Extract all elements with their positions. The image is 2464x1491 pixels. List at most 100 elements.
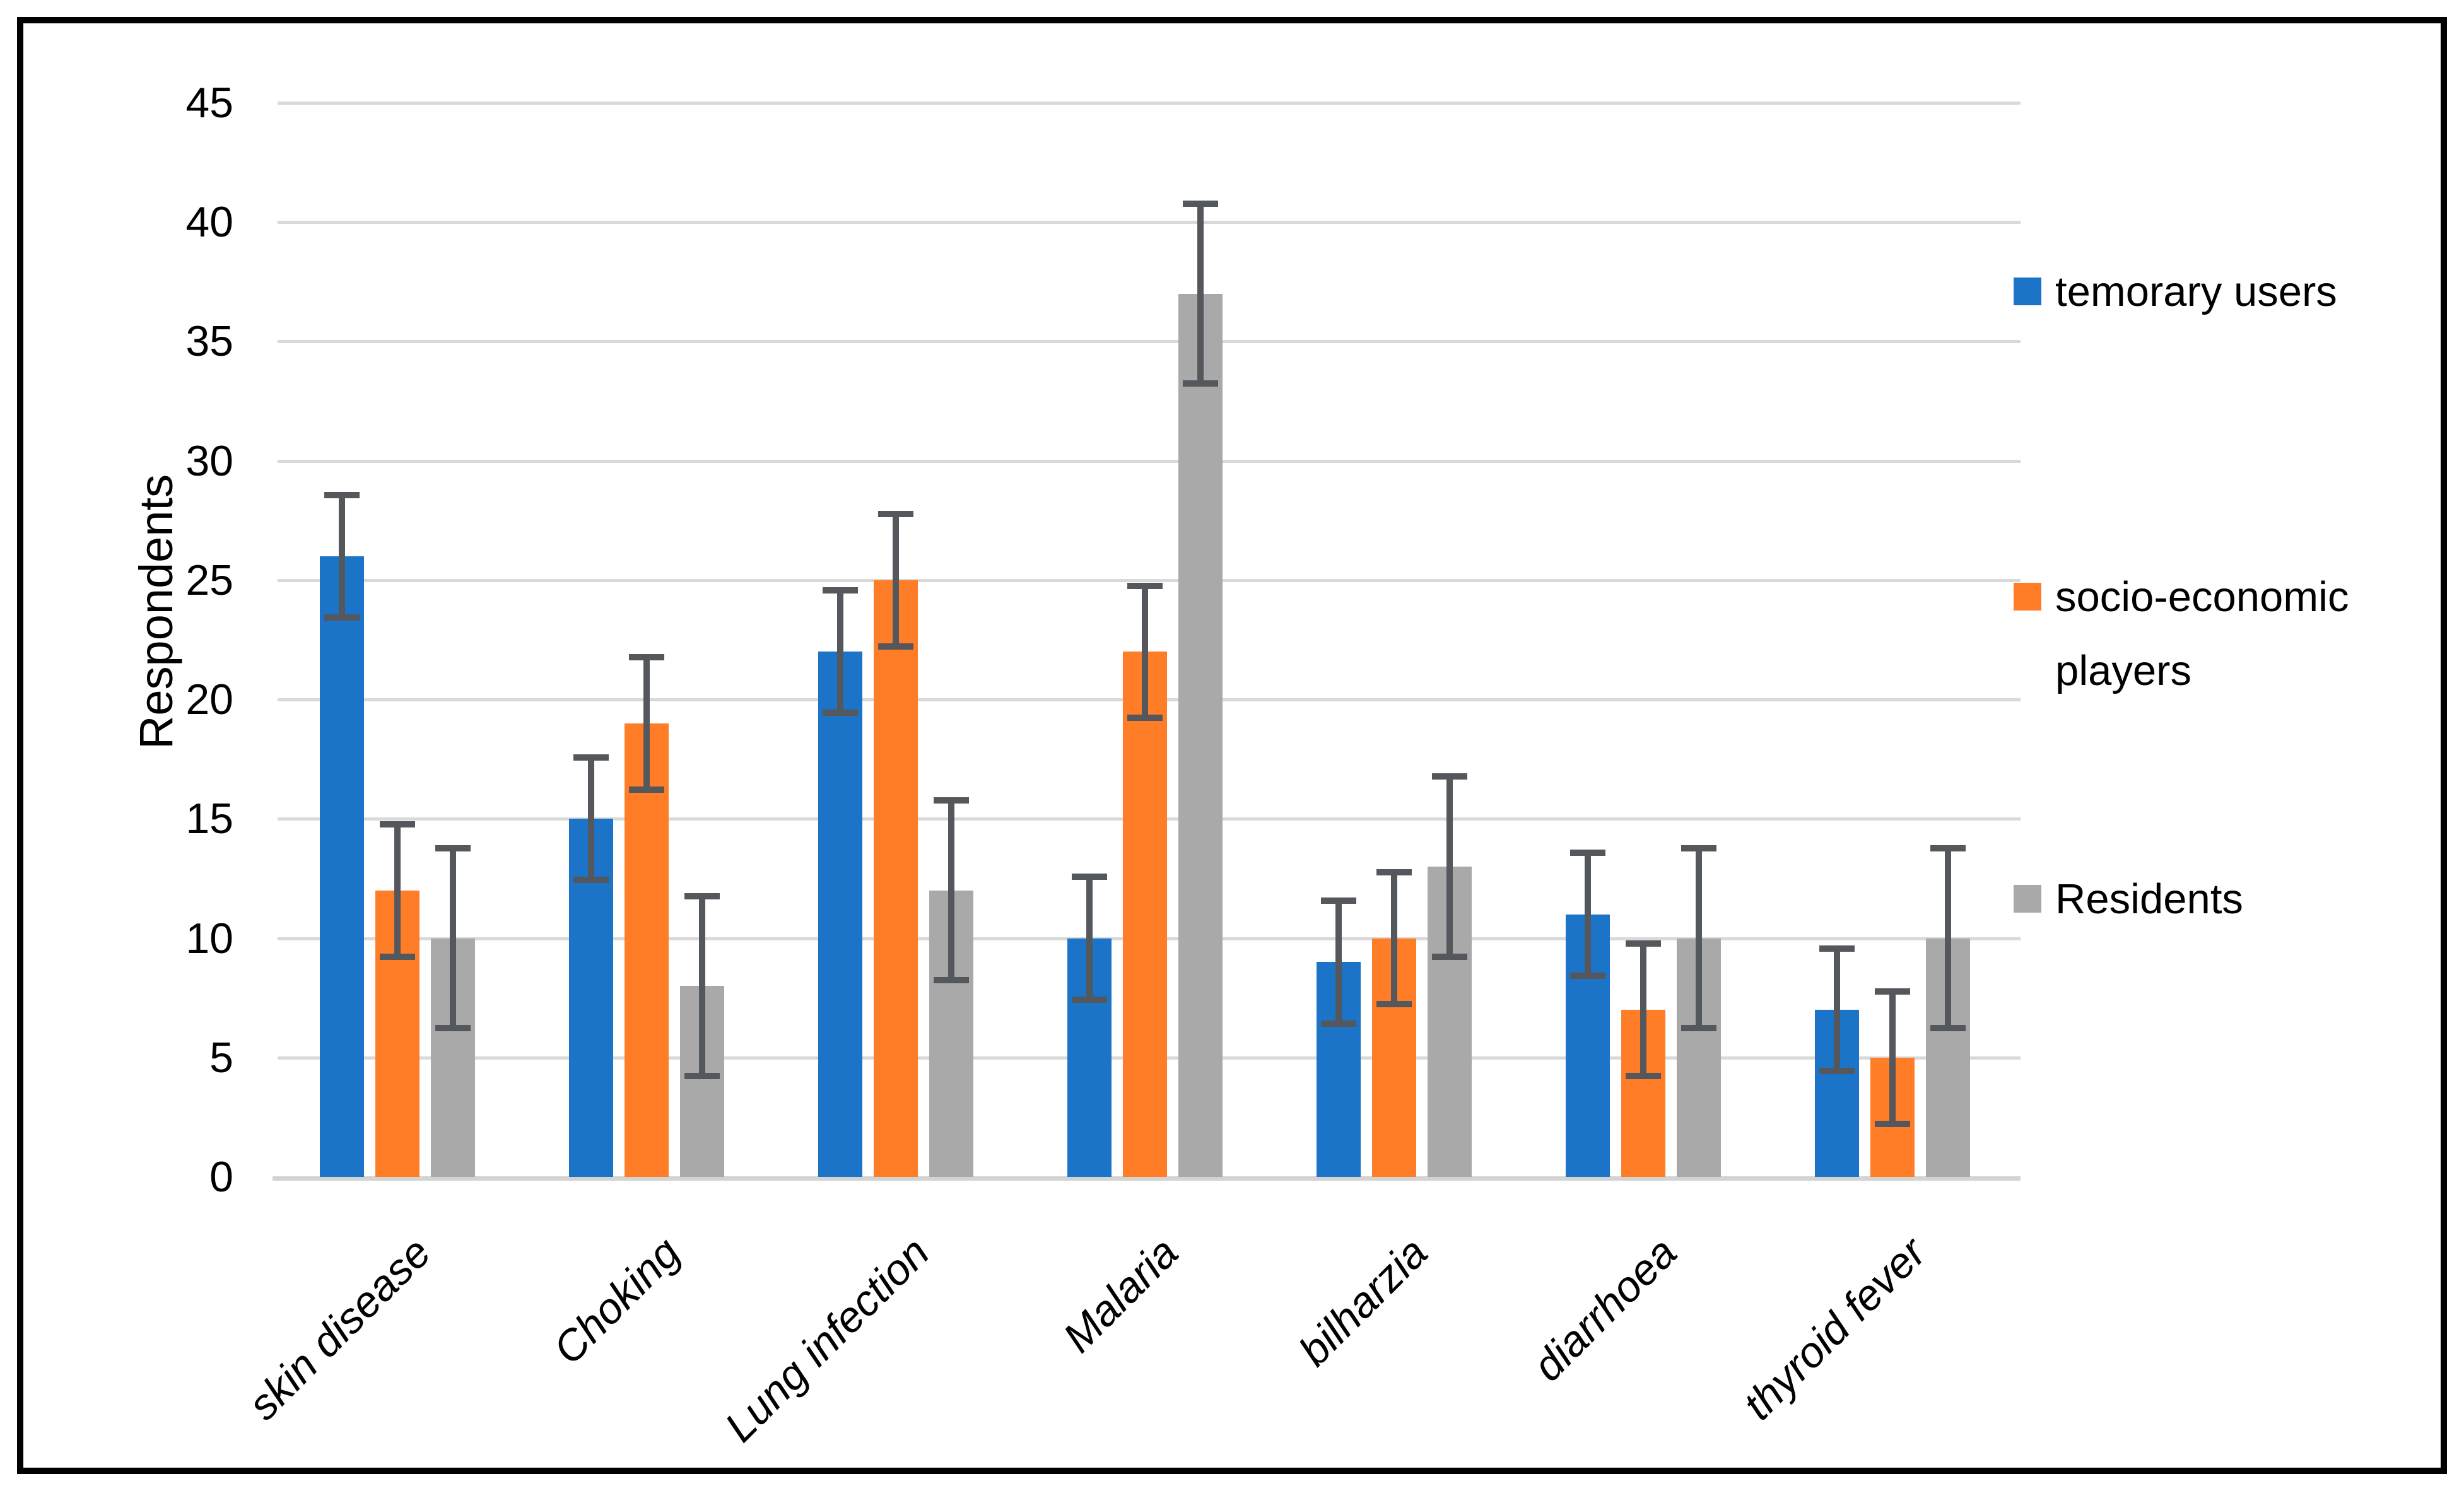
error-bar-line [1197,200,1204,387]
bar [818,652,862,1177]
y-tick-label: 40 [185,198,233,246]
error-bar-line [394,821,401,960]
y-tick-label: 10 [185,914,233,962]
error-bar-cap-bottom [1681,1025,1716,1032]
error-bar-cap-top [324,491,360,498]
gridline [278,101,2021,105]
error-bar-cap-bottom [1127,715,1163,722]
error-bar-line [948,797,954,984]
error-bar-cap-top [1127,582,1163,589]
error-bar-cap-top [878,510,913,517]
error-bar-line [1945,845,1951,1032]
legend-swatch-orange [2014,583,2041,611]
bar [1123,652,1167,1177]
legend-item-temporary-users: temorary users [2014,255,2337,329]
error-bar-cap-top [380,821,415,828]
error-bar-cap-bottom [1570,972,1605,979]
error-bar-cap-bottom [629,786,664,793]
error-bar-cap-top [1432,773,1467,780]
legend-label: Residents [2055,875,2243,923]
error-bar-cap-bottom [1875,1120,1910,1127]
gridline [278,459,2021,463]
error-bar-cap-top [573,754,609,761]
y-tick-label: 15 [185,795,233,843]
error-bar-cap-top [1570,850,1605,857]
y-tick-label: 0 [209,1153,233,1201]
error-bar-cap-bottom [573,877,609,884]
error-bar-cap-bottom [1819,1068,1855,1075]
error-bar-cap-bottom [1626,1072,1661,1079]
error-bar-line [837,587,843,716]
error-bar-line [1834,945,1840,1075]
error-bar-line [1086,874,1093,1003]
error-bar-cap-top [1072,874,1107,880]
error-bar-cap-top [823,587,858,594]
y-tick-label: 20 [185,675,233,723]
error-bar-cap-bottom [684,1072,720,1079]
bar [1178,293,1223,1177]
legend-swatch-blue [2014,278,2041,305]
error-bar-line [450,845,456,1032]
error-bar-line [1889,988,1896,1127]
error-bar-line [1446,773,1453,960]
error-bar-cap-bottom [435,1025,471,1032]
legend-item-socio-economic-players: socio-economic players [2014,560,2408,708]
x-axis-label-text: Lung infection [715,1228,939,1451]
bar [874,580,918,1177]
error-bar-line [699,892,705,1079]
legend-label: temorary users [2055,268,2337,315]
x-axis-label-text: Malaria [1053,1228,1188,1362]
gridline [278,221,2021,224]
error-bar-cap-bottom [380,953,415,960]
x-axis-label-text: bilharzia [1289,1228,1437,1376]
error-bar-line [339,491,345,621]
error-bar-line [1142,582,1148,722]
error-bar-cap-top [1930,845,1966,851]
error-bar-cap-bottom [878,643,913,650]
error-bar-cap-bottom [934,977,969,984]
error-bar-line [893,510,899,650]
y-tick-label: 45 [185,78,233,127]
x-axis-label-text: diarrhoea [1523,1228,1686,1391]
x-axis-label-text: thyroid fever [1734,1228,1935,1429]
gridline [278,340,2021,344]
error-bar-cap-top [684,892,720,899]
error-bar-cap-top [1875,988,1910,995]
error-bar-line [1335,898,1342,1027]
x-axis-label-text: skin disease [238,1228,440,1429]
error-bar-cap-bottom [1432,953,1467,960]
gridline [278,578,2021,582]
error-bar-cap-bottom [1183,380,1218,387]
y-tick-label: 35 [185,317,233,366]
error-bar-cap-top [435,845,471,851]
error-bar-cap-top [1321,898,1356,904]
error-bar-cap-top [1376,868,1412,875]
error-bar-cap-bottom [1072,996,1107,1003]
y-tick-label: 25 [185,556,233,604]
error-bar-cap-bottom [1321,1020,1356,1027]
error-bar-cap-bottom [1930,1025,1966,1032]
legend-item-residents: Residents [2014,862,2243,936]
error-bar-cap-top [1819,945,1855,952]
error-bar-cap-bottom [1376,1001,1412,1008]
error-bar-line [1640,940,1646,1079]
bar [625,723,669,1177]
error-bar-cap-top [1183,200,1218,207]
error-bar-line [1696,845,1702,1032]
y-axis-title: Respondents [130,474,182,750]
error-bar-cap-bottom [823,710,858,716]
x-axis-line [273,1176,2021,1181]
error-bar-cap-top [934,797,969,804]
error-bar-cap-top [1681,845,1716,851]
chart-outer-border: 0 5 10 15 20 25 30 35 40 45 skin disease Choking Lun… [17,17,2447,1474]
error-bar-cap-top [629,654,664,661]
y-tick-label: 30 [185,436,233,485]
legend-label: socio-economic players [2055,573,2349,694]
error-bar-line [1585,850,1591,979]
legend-swatch-gray [2014,885,2041,913]
error-bar-cap-bottom [324,614,360,621]
y-tick-label: 5 [209,1033,233,1082]
x-axis-label-text: Choking [543,1228,689,1374]
error-bar-line [588,754,594,884]
